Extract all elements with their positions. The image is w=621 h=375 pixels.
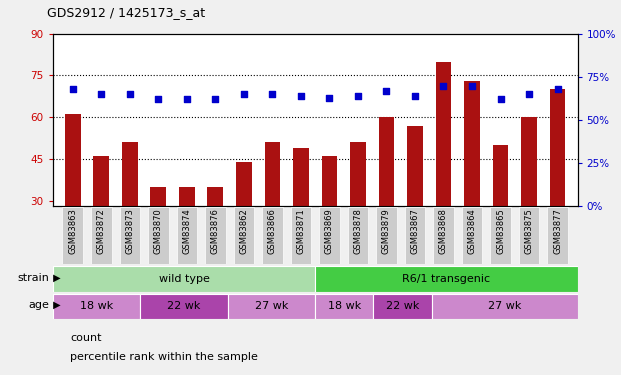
Text: strain: strain [18, 273, 50, 283]
Text: age: age [29, 300, 50, 310]
Text: 18 wk: 18 wk [80, 302, 113, 311]
Point [438, 82, 448, 88]
Text: 27 wk: 27 wk [255, 302, 288, 311]
Point [524, 91, 534, 97]
Point [68, 86, 78, 92]
Bar [236, 162, 252, 284]
Text: GSM83873: GSM83873 [125, 209, 134, 255]
Bar [205, 207, 225, 264]
Text: GSM83875: GSM83875 [525, 209, 533, 254]
Bar [322, 156, 337, 284]
Bar [148, 207, 168, 264]
Bar [65, 114, 81, 284]
Bar [319, 207, 340, 264]
Bar [519, 207, 539, 264]
Text: ▶: ▶ [50, 300, 60, 310]
Bar [315, 266, 578, 292]
Bar [265, 142, 280, 284]
Point [553, 86, 563, 92]
Bar [122, 142, 138, 284]
Text: wild type: wild type [158, 274, 209, 284]
Text: 27 wk: 27 wk [488, 302, 522, 311]
Bar [405, 207, 425, 264]
Bar [228, 294, 315, 319]
Bar [348, 207, 368, 264]
Bar [436, 62, 451, 284]
Text: GSM83878: GSM83878 [353, 209, 363, 255]
Text: GDS2912 / 1425173_s_at: GDS2912 / 1425173_s_at [47, 6, 205, 19]
Text: GSM83866: GSM83866 [268, 209, 277, 255]
Point [353, 93, 363, 99]
Bar [291, 207, 311, 264]
Bar [350, 142, 366, 284]
Bar [150, 187, 166, 284]
Text: 22 wk: 22 wk [167, 302, 201, 311]
Point [268, 91, 278, 97]
Point [381, 88, 391, 94]
Text: GSM83874: GSM83874 [183, 209, 191, 254]
Text: 22 wk: 22 wk [386, 302, 419, 311]
Text: GSM83871: GSM83871 [296, 209, 306, 254]
Point [153, 96, 163, 102]
Text: GSM83865: GSM83865 [496, 209, 505, 254]
Bar [176, 207, 197, 264]
Bar [293, 148, 309, 284]
Point [182, 96, 192, 102]
Bar [315, 294, 373, 319]
Text: ▶: ▶ [50, 273, 60, 283]
Text: GSM83876: GSM83876 [211, 209, 220, 255]
Text: GSM83862: GSM83862 [239, 209, 248, 254]
Point [239, 91, 249, 97]
Point [467, 82, 477, 88]
Bar [91, 207, 112, 264]
Text: R6/1 transgenic: R6/1 transgenic [402, 274, 491, 284]
Bar [53, 294, 140, 319]
Bar [140, 294, 228, 319]
Text: GSM83879: GSM83879 [382, 209, 391, 254]
Bar [262, 207, 283, 264]
Text: GSM83872: GSM83872 [97, 209, 106, 254]
Bar [550, 89, 565, 284]
Bar [407, 126, 423, 284]
Bar [462, 207, 483, 264]
Point [96, 91, 106, 97]
Bar [432, 294, 578, 319]
Point [125, 91, 135, 97]
Text: GSM83877: GSM83877 [553, 209, 562, 255]
Text: GSM83868: GSM83868 [439, 209, 448, 255]
Bar [373, 294, 432, 319]
Bar [433, 207, 454, 264]
Bar [521, 117, 537, 284]
Text: GSM83864: GSM83864 [468, 209, 476, 254]
Point [296, 93, 306, 99]
Text: GSM83867: GSM83867 [410, 209, 419, 255]
Bar [233, 207, 254, 264]
Bar [464, 81, 480, 284]
Bar [53, 266, 315, 292]
Bar [490, 207, 511, 264]
Point [496, 96, 505, 102]
Bar [547, 207, 568, 264]
Point [410, 93, 420, 99]
Text: GSM83863: GSM83863 [68, 209, 77, 255]
Bar [207, 187, 223, 284]
Text: GSM83870: GSM83870 [154, 209, 163, 254]
Text: GSM83869: GSM83869 [325, 209, 334, 254]
Point [211, 96, 220, 102]
Text: percentile rank within the sample: percentile rank within the sample [70, 352, 258, 362]
Bar [492, 145, 509, 284]
Bar [93, 156, 109, 284]
Bar [63, 207, 83, 264]
Text: 18 wk: 18 wk [328, 302, 361, 311]
Point [324, 94, 334, 100]
Text: count: count [70, 333, 102, 343]
Bar [119, 207, 140, 264]
Bar [179, 187, 194, 284]
Bar [379, 117, 394, 284]
Bar [376, 207, 397, 264]
